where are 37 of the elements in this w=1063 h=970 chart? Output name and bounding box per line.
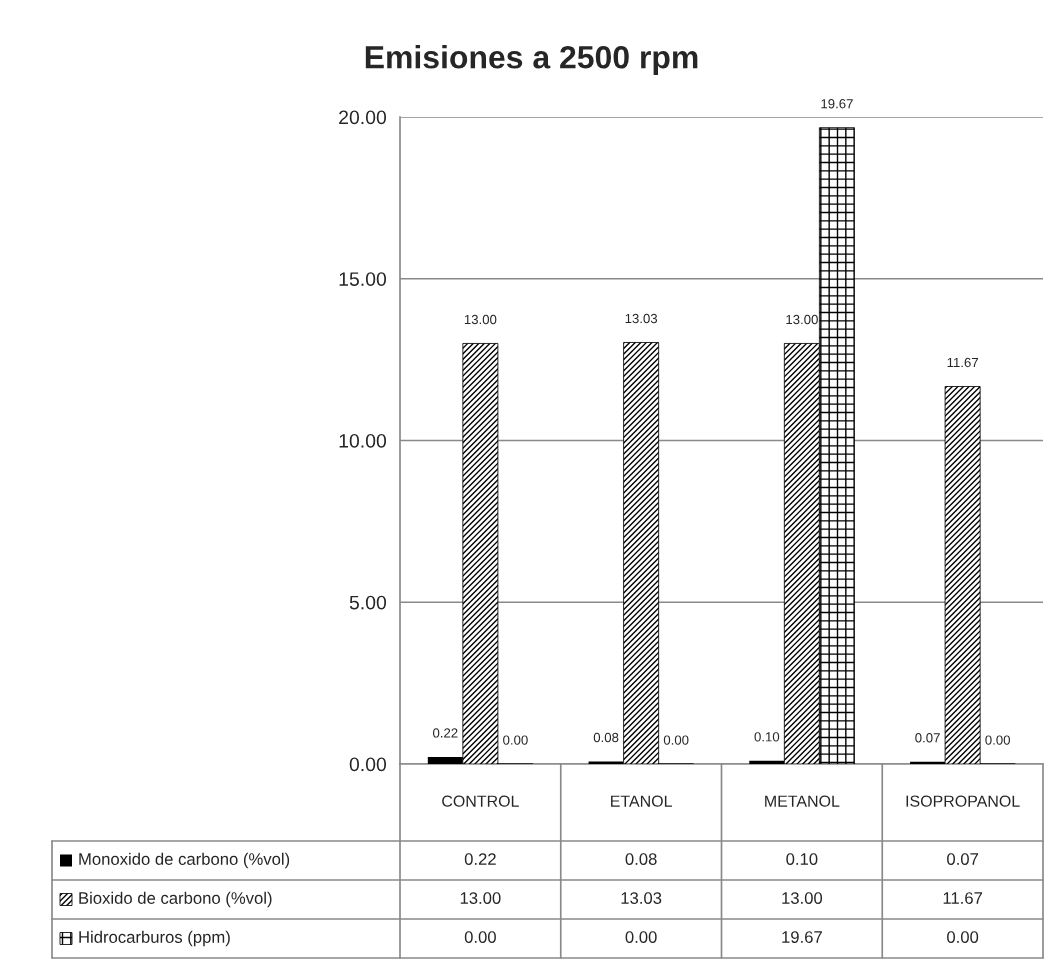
legend-label: Hidrocarburos (ppm) <box>79 930 230 947</box>
text: 19.67 <box>821 99 853 109</box>
y-tick-label: 5.00 <box>349 595 387 610</box>
data-label: 0.00 <box>947 931 979 943</box>
data-label: 0.08 <box>625 853 657 865</box>
text: 0.00 <box>503 735 528 745</box>
y-tick-label: 10.00 <box>339 433 387 448</box>
data-label: 19.67 <box>782 931 822 943</box>
x-tick-label: CONTROL <box>442 795 519 807</box>
chart-title: Emisiones a 2500 rpm <box>365 45 698 75</box>
x-tick-label: ETANOL <box>611 795 672 807</box>
text: 13.00 <box>464 314 497 325</box>
text: 0.00 <box>663 735 689 745</box>
text: 0.00 <box>985 735 1010 745</box>
text: 0.22 <box>433 728 458 738</box>
data-label: 13.03 <box>621 892 662 904</box>
legend-label: Bioxido de carbono (%vol) <box>79 891 272 908</box>
data-label: 11.67 <box>943 892 983 904</box>
data-label: 0.22 <box>464 853 496 865</box>
y-tick-label: 0.00 <box>349 757 387 772</box>
legend-label: Monoxido de carbono (%vol) <box>79 852 290 869</box>
text: 11.67 <box>947 357 978 368</box>
data-label: 0.00 <box>625 931 657 943</box>
text: 0.10 <box>754 732 780 742</box>
text: 13.00 <box>786 314 818 325</box>
data-label: 13.00 <box>782 892 823 904</box>
text: 0.08 <box>593 732 619 743</box>
text: 13.03 <box>625 313 658 324</box>
x-tick-label: ISOPROPANOL <box>906 795 1020 807</box>
x-tick-label: METANOL <box>765 795 840 807</box>
data-label: 0.00 <box>464 931 496 943</box>
y-tick-label: 20.00 <box>339 110 387 125</box>
data-label: 0.10 <box>786 853 818 865</box>
text: 0.07 <box>915 733 940 743</box>
y-tick-label: 15.00 <box>339 272 387 286</box>
data-label: 0.07 <box>947 853 979 865</box>
data-label: 13.00 <box>460 892 501 904</box>
